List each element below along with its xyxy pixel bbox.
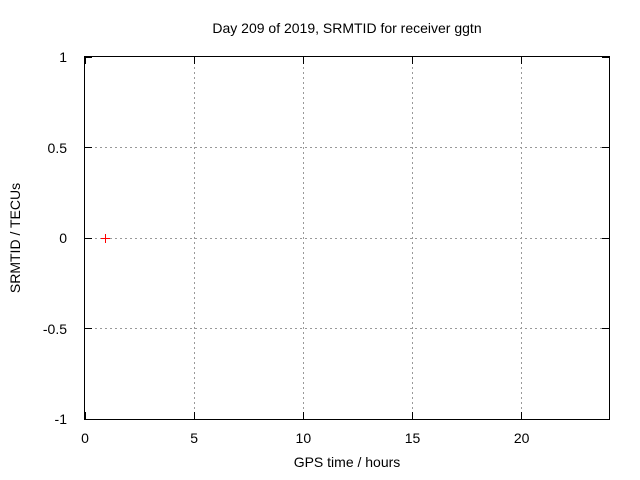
y-tick-mark [85,418,92,420]
y-tick-mark [602,56,609,58]
x-tick-label: 20 [513,430,530,446]
y-tick-mark [85,147,92,148]
x-tick-mark [193,412,195,419]
x-tick-mark [302,57,304,64]
x-tick-mark [84,57,86,64]
y-tick-label: 0.5 [47,139,67,156]
y-tick-label: 0 [59,230,67,246]
x-tick-label: 5 [190,430,199,446]
y-gridline [85,237,609,239]
y-tick-mark [602,328,609,329]
x-tick-mark [84,412,86,419]
marker-vertical-bar [105,233,107,243]
y-tick-mark [85,56,92,58]
x-tick-label: 0 [81,430,89,446]
x-tick-mark [412,412,413,419]
x-tick-mark [521,57,523,64]
y-tick-mark [602,237,609,239]
y-tick-mark [602,147,609,148]
data-point-marker [101,233,111,243]
x-tick-label: 10 [295,430,312,446]
y-tick-mark [85,328,92,329]
x-axis-label: GPS time / hours [293,454,401,470]
chart-title: Day 209 of 2019, SRMTID for receiver ggt… [212,20,482,36]
x-tick-mark [193,57,195,64]
x-tick-mark [412,57,413,64]
y-gridline [85,328,609,329]
y-tick-mark [85,237,92,239]
y-tick-label: -0.5 [42,320,67,337]
plot-area [84,56,610,420]
x-tick-label: 15 [404,430,421,446]
x-tick-mark [521,412,523,419]
x-tick-mark [302,412,304,419]
y-tick-label: -1 [54,411,67,427]
y-tick-mark [602,418,609,420]
y-gridline [85,147,609,148]
y-tick-label: 1 [59,49,67,65]
